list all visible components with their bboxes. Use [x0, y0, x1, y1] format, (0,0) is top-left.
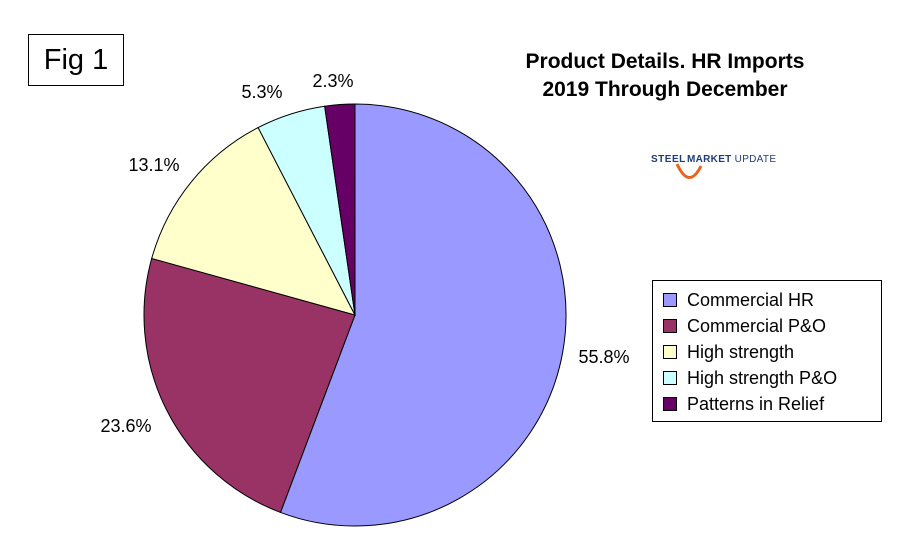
logo-word-update: UPDATE	[734, 154, 777, 165]
pie-data-label: 2.3%	[312, 71, 353, 91]
pie-data-label: 55.8%	[578, 347, 629, 367]
legend-item-high-strength-po: High strength P&O	[663, 365, 881, 391]
legend-label: Commercial HR	[687, 289, 815, 310]
pie-slice-high-strength	[151, 126, 356, 316]
chart-title-block: Product Details. HR Imports 2019 Through…	[465, 48, 865, 104]
legend-label: High strength P&O	[687, 367, 838, 388]
chart-subtitle: 2019 Through December	[542, 78, 788, 101]
legend-label: High strength	[687, 341, 795, 362]
pie-slice-patterns-in-relief	[324, 103, 356, 316]
legend-item-commercial-hr: Commercial HR	[663, 287, 881, 313]
chart-title: Product Details. HR Imports	[525, 50, 805, 73]
pie-slices	[143, 103, 567, 527]
legend-item-high-strength: High strength	[663, 339, 881, 365]
legend-swatch	[663, 293, 677, 307]
pie-data-label: 5.3%	[241, 82, 282, 102]
pie-slice-commercial-hr	[279, 103, 567, 527]
legend-swatch	[663, 345, 677, 359]
pie-data-label: 23.6%	[100, 416, 151, 436]
logo-word-market: MARKET	[687, 154, 732, 165]
legend-label: Commercial P&O	[687, 315, 827, 336]
legend-label: Patterns in Relief	[687, 393, 825, 414]
legend-swatch	[663, 319, 677, 333]
legend-swatch	[663, 371, 677, 385]
logo-word-steel: STEEL	[651, 154, 686, 165]
legend-item-commercial-po: Commercial P&O	[663, 313, 881, 339]
logo-word-rest: MARKET UPDATE	[687, 154, 776, 165]
legend-swatch	[663, 397, 677, 411]
logo-swoosh-icon	[675, 163, 703, 179]
pie-slice-commercial-po	[143, 257, 356, 514]
chart-legend: Commercial HR Commercial P&O High streng…	[652, 280, 882, 422]
pie-labels: 55.8% 23.6% 13.1% 5.3% 2.3%	[100, 71, 629, 436]
pie-data-label: 13.1%	[128, 155, 179, 175]
figure-label: Fig 1	[28, 34, 124, 86]
steel-market-update-logo: STEEL MARKET UPDATE	[647, 150, 847, 186]
legend-item-patterns-in-relief: Patterns in Relief	[663, 391, 881, 417]
